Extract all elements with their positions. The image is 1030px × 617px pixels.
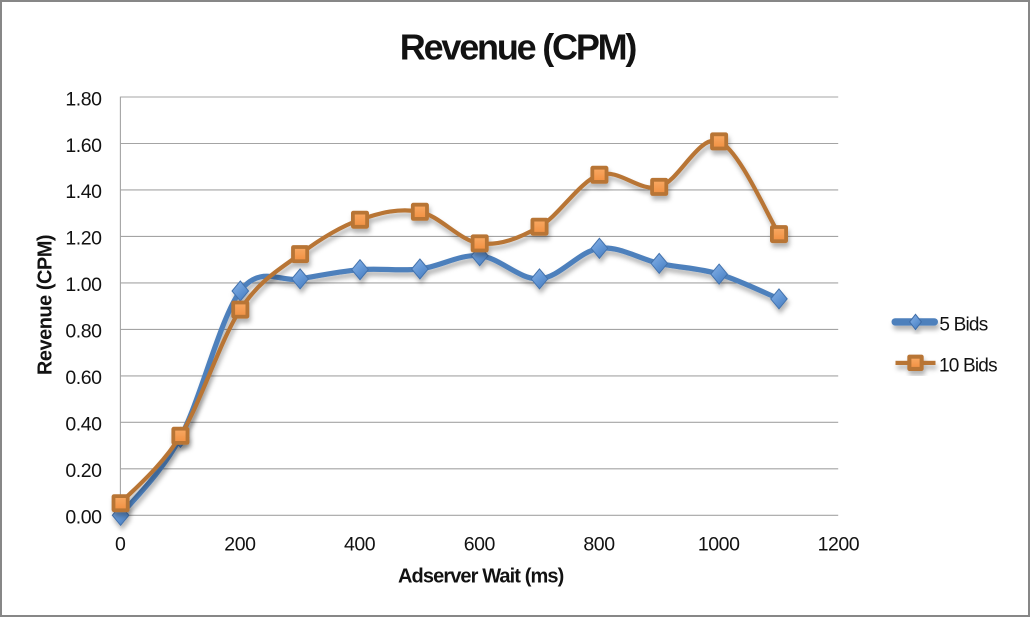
svg-text:1000: 1000 — [698, 534, 740, 556]
svg-text:800: 800 — [583, 534, 615, 556]
svg-text:Revenue (CPM): Revenue (CPM) — [400, 27, 637, 68]
svg-text:1.60: 1.60 — [65, 135, 102, 157]
svg-text:200: 200 — [224, 534, 256, 556]
svg-text:1200: 1200 — [818, 534, 860, 556]
svg-text:600: 600 — [464, 534, 496, 556]
svg-text:10 Bids: 10 Bids — [939, 356, 997, 377]
svg-text:0.40: 0.40 — [65, 414, 102, 436]
svg-text:0: 0 — [115, 534, 126, 556]
svg-text:1.00: 1.00 — [65, 274, 102, 296]
svg-text:0.80: 0.80 — [65, 321, 102, 343]
svg-text:5 Bids: 5 Bids — [939, 314, 987, 335]
svg-text:0.60: 0.60 — [65, 367, 102, 389]
svg-text:Revenue (CPM): Revenue (CPM) — [35, 235, 57, 375]
svg-text:1.80: 1.80 — [65, 88, 102, 110]
svg-text:1.20: 1.20 — [65, 228, 102, 250]
svg-text:0.20: 0.20 — [65, 460, 102, 482]
svg-text:1.40: 1.40 — [65, 181, 102, 203]
svg-text:0.00: 0.00 — [65, 507, 102, 529]
svg-text:400: 400 — [344, 534, 376, 556]
svg-text:Adserver Wait (ms): Adserver Wait (ms) — [398, 566, 564, 588]
